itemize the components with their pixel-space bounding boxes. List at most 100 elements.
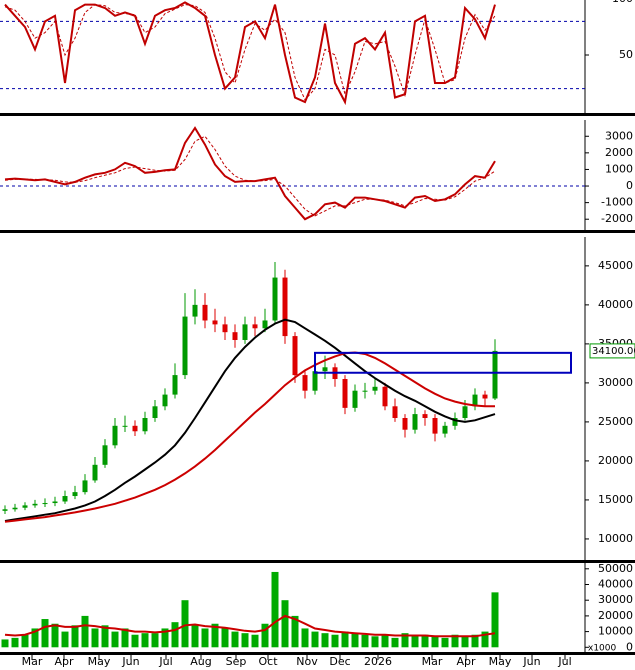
volume-bar (211, 623, 219, 648)
volume-bar (471, 634, 479, 648)
candle-body (362, 390, 368, 392)
oscillator-line (4, 1, 496, 106)
volume-bar (361, 634, 369, 648)
volume-bar (351, 633, 359, 648)
candle-body (402, 418, 408, 430)
volume-bar (101, 625, 109, 648)
volume-bar (251, 634, 259, 648)
candle-body (212, 320, 218, 325)
volume-bar (481, 631, 489, 648)
candle-body (282, 277, 288, 337)
moving-average (4, 318, 496, 522)
oscillator-line (4, 4, 496, 101)
volume-bar (1, 639, 9, 648)
candle-body (192, 304, 198, 317)
volume-bar (61, 631, 69, 648)
candle-body (342, 378, 348, 408)
candle-body (172, 375, 178, 395)
y-tick-label: 20000 (598, 454, 633, 467)
candle-body (232, 332, 238, 340)
y-tick-label: 2000 (605, 146, 633, 159)
y-tick-label: 30000 (598, 593, 633, 606)
y-tick-label: 25000 (598, 415, 633, 428)
candle-body (252, 324, 258, 329)
y-tick-label: 40000 (598, 298, 633, 311)
y-tick-label: 30000 (598, 376, 633, 389)
last-price-box (589, 343, 635, 359)
volume-bar (331, 634, 339, 648)
y-tick-label: -1000 (601, 196, 633, 209)
y-tick-label: 50000 (598, 562, 633, 575)
candle-body (102, 445, 108, 465)
oscillator-line (4, 135, 496, 217)
candle-body (62, 496, 68, 502)
candle-body (382, 386, 388, 407)
volume-bar (381, 634, 389, 648)
candle-body (492, 350, 498, 399)
candle-body (242, 324, 248, 340)
volume-bar (321, 633, 329, 648)
x-tick-label: Jul (158, 655, 172, 668)
volume-bar (201, 628, 209, 648)
y-tick-label: 20000 (598, 609, 633, 622)
candle-body (432, 418, 438, 434)
volume-bar (131, 634, 139, 648)
volume-bar (391, 637, 399, 648)
volume-bar (181, 600, 189, 648)
candle-body (452, 418, 458, 426)
volume-bar (301, 628, 309, 648)
volume-bar (221, 628, 229, 648)
candle-body (412, 414, 418, 430)
candle-body (162, 394, 168, 407)
y-unit-label: x1000 (588, 644, 617, 654)
volume-bar (411, 636, 419, 648)
candle-body (152, 406, 158, 419)
volume-bar (151, 633, 159, 648)
volume-bar (431, 636, 439, 648)
volume-bar (371, 636, 379, 648)
moving-average (4, 351, 495, 523)
candle-body (12, 507, 18, 510)
candle-body (302, 375, 308, 391)
volume-bar (421, 634, 429, 648)
x-tick-label: Apr (54, 655, 74, 668)
candle-body (262, 320, 268, 329)
volume-bar (311, 631, 319, 648)
volume-bar (261, 623, 269, 648)
candle-body (182, 316, 188, 376)
volume-bar (161, 628, 169, 648)
y-tick-label: 1000 (605, 162, 633, 175)
y-tick-label: 45000 (598, 259, 633, 272)
volume-bar (191, 625, 199, 648)
volume-bar (11, 637, 19, 648)
candle-body (22, 505, 28, 508)
volume-bar (441, 637, 449, 648)
y-tick-label: 100 (612, 0, 633, 5)
candle-body (442, 425, 448, 434)
candle-body (122, 425, 128, 427)
y-tick-label: 15000 (598, 493, 633, 506)
x-tick-label: Jun (522, 655, 540, 668)
x-tick-label: May (489, 655, 512, 668)
volume-bar (491, 592, 499, 648)
y-tick-label: 50 (619, 48, 633, 61)
volume-bar (401, 633, 409, 648)
candle-body (92, 464, 98, 481)
y-tick-label: 10000 (598, 625, 633, 638)
volume-bar (71, 625, 79, 648)
volume-bar (141, 633, 149, 648)
x-tick-label: May (88, 655, 111, 668)
x-tick-label: Jul (557, 655, 571, 668)
candle-body (2, 509, 8, 511)
volume-bar (291, 615, 299, 648)
volume-bar (451, 634, 459, 648)
volume-bar (21, 634, 29, 648)
volume-bar (41, 619, 49, 648)
candle-body (42, 503, 48, 505)
candle-body (202, 304, 208, 321)
candle-body (392, 406, 398, 419)
candle-body (82, 480, 88, 493)
volume-bar (461, 636, 469, 648)
y-tick-label: -2000 (601, 212, 633, 225)
